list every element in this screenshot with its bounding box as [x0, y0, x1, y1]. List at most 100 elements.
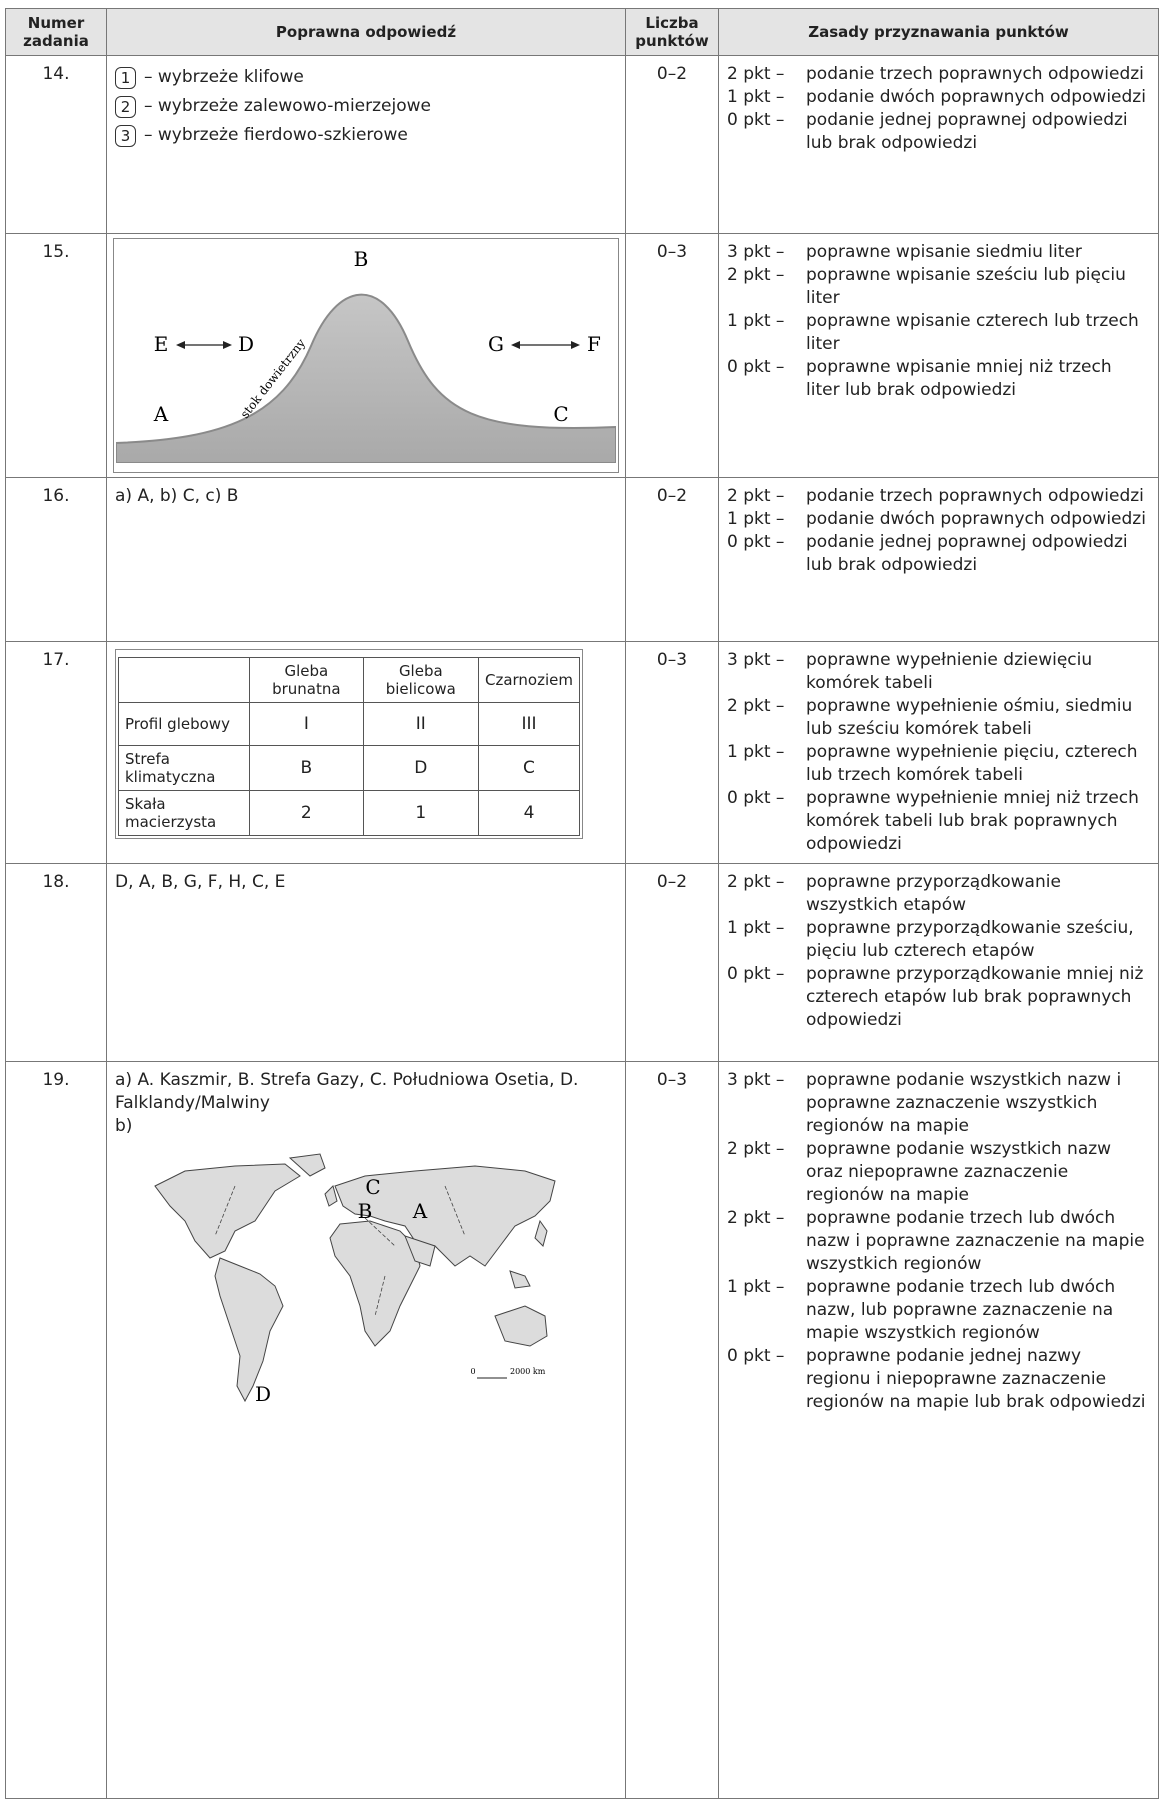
rule-points: 0 pkt – — [727, 788, 785, 808]
rule-text: podanie dwóch poprawnych odpowiedzi — [806, 87, 1146, 107]
points-range: 0–3 — [625, 641, 719, 864]
soil-corner — [118, 657, 250, 703]
soil-header: Gleba brunatna — [249, 657, 364, 703]
task-number: 15. — [5, 233, 107, 478]
soil-cell: D — [362, 745, 479, 791]
rule-text: poprawne wypełnienie mniej niż trzech ko… — [806, 788, 1139, 854]
answer-item: 2 – wybrzeże zalewowo-mierzejowe — [115, 95, 617, 118]
rule: 0 pkt – poprawne przyporządkowanie mniej … — [727, 963, 1150, 1032]
item-number: 3 — [115, 124, 136, 147]
diagram-label: D — [238, 332, 254, 356]
rule-text: poprawne wpisanie czterech lub trzech li… — [806, 311, 1139, 354]
soil-table: Gleba brunatna Gleba bielicowa Czarnoziem P… — [118, 657, 581, 836]
rule-text: poprawne podanie wszystkich nazw i popra… — [806, 1070, 1122, 1136]
points-range: 0–3 — [625, 233, 719, 478]
scale-label: 0 — [470, 1367, 475, 1376]
rule: 1 pkt – poprawne wpisanie czterech lub tr… — [727, 310, 1150, 356]
rule: 1 pkt – poprawne wypełnienie pięciu, czte… — [727, 741, 1150, 787]
rule: 0 pkt – poprawne wpisanie mniej niż trzec… — [727, 356, 1150, 402]
rule-text: poprawne podanie trzech lub dwóch nazw i… — [806, 1208, 1145, 1274]
task-number: 17. — [5, 641, 107, 864]
rule: 3 pkt – poprawne wypełnienie dziewięciu k… — [727, 649, 1150, 695]
rule-text: poprawne wpisanie siedmiu liter — [806, 242, 1082, 262]
soil-cell: 1 — [362, 790, 479, 836]
answer-line: a) A. Kaszmir, B. Strefa Gazy, C. Połudn… — [115, 1070, 579, 1113]
rule-points: 1 pkt – — [727, 311, 785, 331]
soil-cell: II — [362, 702, 479, 746]
rule-points: 0 pkt – — [727, 532, 785, 552]
rule: 0 pkt – poprawne wypełnienie mniej niż tr… — [727, 787, 1150, 856]
rule: 0 pkt – podanie jednej poprawnej odpowied… — [727, 109, 1150, 155]
border — [214, 1185, 236, 1237]
rule-text: poprawne podanie wszystkich nazw oraz ni… — [806, 1139, 1112, 1205]
diagram-label: A — [153, 402, 169, 426]
rule-text: poprawne wpisanie sześciu lub pięciu lit… — [806, 265, 1126, 308]
rule-text: podanie trzech poprawnych odpowiedzi — [806, 64, 1144, 84]
answer-cell: D, A, B, G, F, H, C, E — [106, 863, 626, 1062]
rule-points: 2 pkt – — [727, 265, 785, 285]
land — [509, 1270, 531, 1289]
rule-text: poprawne podanie jednej nazwy regionu i … — [806, 1346, 1146, 1412]
header-cell: Numer zadania — [5, 8, 107, 56]
land — [324, 1185, 338, 1207]
land — [288, 1153, 326, 1177]
rule: 1 pkt – poprawne podanie trzech lub dwóch… — [727, 1276, 1150, 1345]
rule-text: poprawne przyporządkowanie sześciu, pięc… — [806, 918, 1134, 961]
rule: 2 pkt – poprawne podanie trzech lub dwóch… — [727, 1207, 1150, 1276]
map-label: B — [358, 1199, 373, 1223]
diagram-label: B — [354, 247, 369, 271]
answer-text: a) A, b) C, c) B — [115, 486, 239, 506]
rule-points: 3 pkt – — [727, 242, 785, 262]
rule-text: poprawne podanie trzech lub dwóch nazw, … — [806, 1277, 1116, 1343]
rules-cell: 2 pkt – podanie trzech poprawnych odpowie… — [718, 55, 1159, 234]
rule: 2 pkt – poprawne przyporządkowanie wszyst… — [727, 871, 1150, 917]
rule: 1 pkt – podanie dwóch poprawnych odpowied… — [727, 86, 1150, 109]
rule-text: podanie trzech poprawnych odpowiedzi — [806, 486, 1144, 506]
table-frame: Gleba brunatna Gleba bielicowa Czarnoziem P… — [115, 649, 583, 839]
land — [154, 1163, 301, 1259]
rule-points: 2 pkt – — [727, 64, 785, 84]
rule: 0 pkt – podanie jednej poprawnej odpowied… — [727, 531, 1150, 577]
rule-points: 1 pkt – — [727, 87, 785, 107]
answer-key-table: Numer zadania Poprawna odpowiedź Liczba … — [5, 8, 1159, 1799]
soil-cell: I — [249, 702, 364, 746]
land — [534, 1219, 548, 1247]
rule-text: poprawne przyporządkowanie mniej niż czt… — [806, 964, 1144, 1030]
rule-points: 0 pkt – — [727, 357, 785, 377]
item-number: 1 — [115, 66, 136, 89]
rule-text: poprawne wypełnienie ośmiu, siedmiu lub … — [806, 696, 1133, 739]
world-map: CB A D 0 2000 km — [154, 1153, 556, 1406]
task-row: 16. a) A, b) C, c) B 0–2 2 pkt – podanie trz… — [5, 477, 1159, 642]
map-label: C — [365, 1175, 380, 1199]
rule: 2 pkt – podanie trzech poprawnych odpowie… — [727, 485, 1150, 508]
answer-item: 1 – wybrzeże klifowe — [115, 66, 617, 89]
task-row: 17. Gleba brunatna Gleba bielicowa Czarnozi… — [5, 641, 1159, 864]
item-number: 2 — [115, 95, 136, 118]
soil-header-row: Gleba brunatna Gleba bielicowa Czarnoziem — [118, 657, 581, 703]
rule-text: poprawne wpisanie mniej niż trzech liter… — [806, 357, 1112, 400]
header-row: Numer zadania Poprawna odpowiedź Liczba … — [5, 8, 1159, 56]
soil-row: Skała macierzysta 2 1 4 — [118, 790, 581, 836]
rule-text: podanie dwóch poprawnych odpowiedzi — [806, 509, 1146, 529]
land — [494, 1305, 548, 1347]
task-row: 19. a) A. Kaszmir, B. Strefa Gazy, C. Poł… — [5, 1061, 1159, 1799]
rule-text: podanie jednej poprawnej odpowiedzi lub … — [806, 532, 1128, 575]
rules-cell: 2 pkt – poprawne przyporządkowanie wszyst… — [718, 863, 1159, 1062]
rule-points: 0 pkt – — [727, 1346, 785, 1366]
rule: 1 pkt – poprawne przyporządkowanie sześci… — [727, 917, 1150, 963]
diagram-label: F — [587, 332, 601, 356]
rule: 2 pkt – poprawne podanie wszystkich nazw … — [727, 1138, 1150, 1207]
soil-header: Czarnoziem — [477, 657, 581, 703]
rule-points: 2 pkt – — [727, 696, 785, 716]
soil-cell: 2 — [249, 790, 364, 836]
land — [404, 1235, 436, 1267]
header-cell: Poprawna odpowiedź — [106, 8, 626, 56]
diagram-label: G — [488, 332, 504, 356]
rule-text: poprawne wypełnienie pięciu, czterech lu… — [806, 742, 1138, 785]
rule: 2 pkt – poprawne wpisanie sześciu lub pię… — [727, 264, 1150, 310]
task-row: 18. D, A, B, G, F, H, C, E 0–2 2 pkt – popra… — [5, 863, 1159, 1062]
soil-row-label: Strefa klimatyczna — [118, 745, 250, 791]
